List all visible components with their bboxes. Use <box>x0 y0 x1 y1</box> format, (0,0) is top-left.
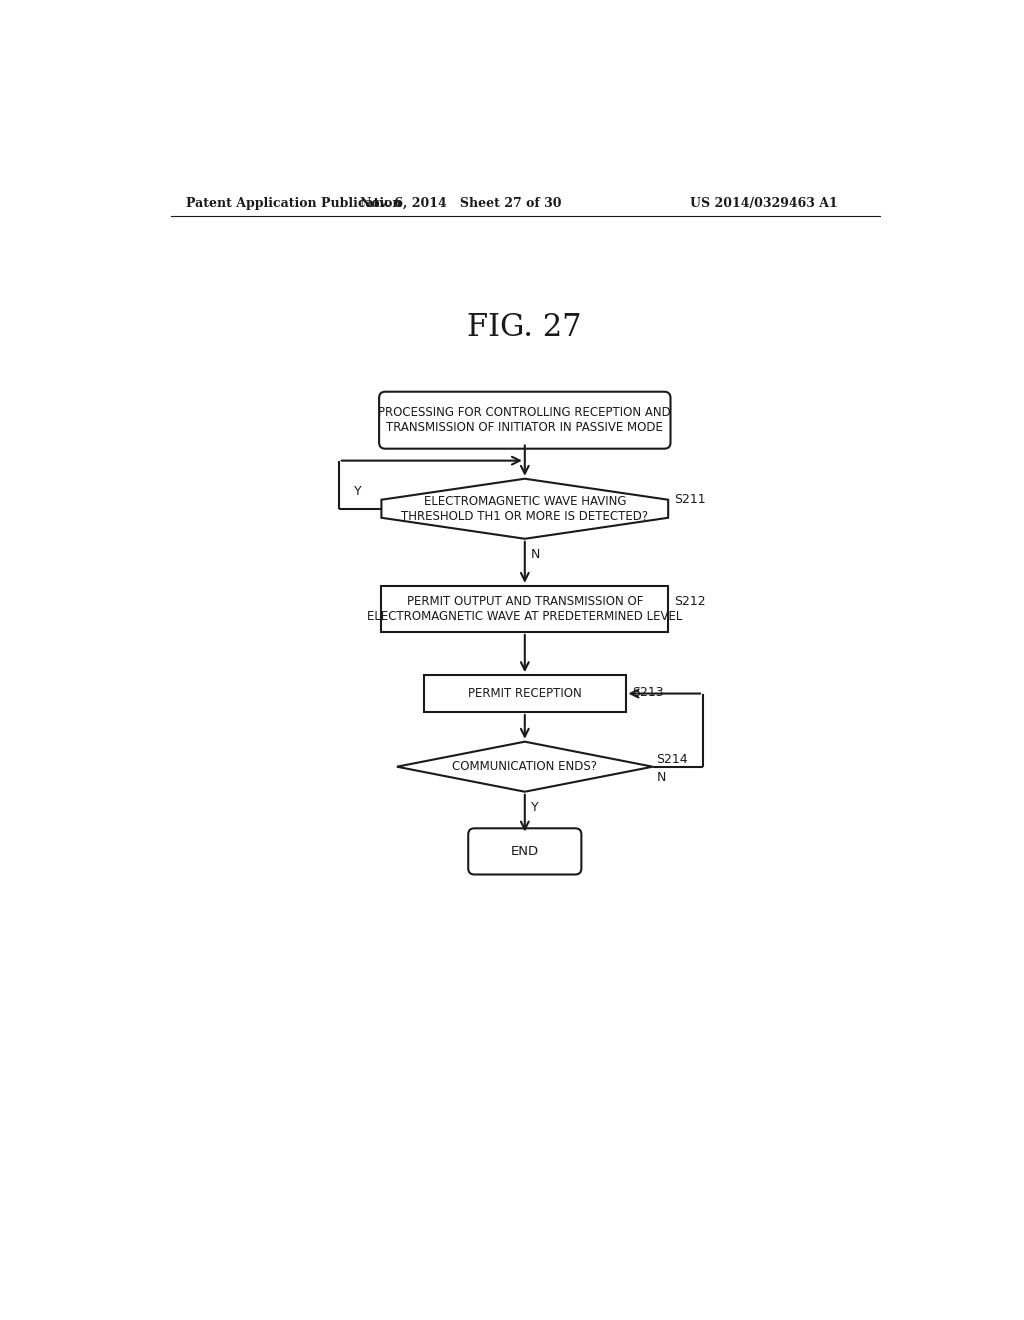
Text: FIG. 27: FIG. 27 <box>468 313 582 343</box>
Text: PROCESSING FOR CONTROLLING RECEPTION AND
TRANSMISSION OF INITIATOR IN PASSIVE MO: PROCESSING FOR CONTROLLING RECEPTION AND… <box>379 407 671 434</box>
Text: Y: Y <box>354 484 362 498</box>
Text: END: END <box>511 845 539 858</box>
Bar <box>424 675 626 711</box>
Text: US 2014/0329463 A1: US 2014/0329463 A1 <box>689 197 838 210</box>
Polygon shape <box>397 742 652 792</box>
Text: S214: S214 <box>656 752 688 766</box>
Text: PERMIT RECEPTION: PERMIT RECEPTION <box>468 686 582 700</box>
FancyBboxPatch shape <box>468 829 582 874</box>
Text: N: N <box>656 771 666 784</box>
Text: Y: Y <box>531 801 539 814</box>
Polygon shape <box>381 479 669 539</box>
FancyBboxPatch shape <box>379 392 671 449</box>
Text: S213: S213 <box>632 686 664 698</box>
Text: PERMIT OUTPUT AND TRANSMISSION OF
ELECTROMAGNETIC WAVE AT PREDETERMINED LEVEL: PERMIT OUTPUT AND TRANSMISSION OF ELECTR… <box>368 595 682 623</box>
Text: S212: S212 <box>675 595 706 609</box>
Text: N: N <box>531 548 541 561</box>
Text: S211: S211 <box>675 494 706 507</box>
Text: COMMUNICATION ENDS?: COMMUNICATION ENDS? <box>453 760 597 774</box>
Text: ELECTROMAGNETIC WAVE HAVING
THRESHOLD TH1 OR MORE IS DETECTED?: ELECTROMAGNETIC WAVE HAVING THRESHOLD TH… <box>401 495 648 523</box>
Text: Patent Application Publication: Patent Application Publication <box>186 197 401 210</box>
Text: Nov. 6, 2014   Sheet 27 of 30: Nov. 6, 2014 Sheet 27 of 30 <box>360 197 562 210</box>
Bar <box>381 586 669 632</box>
